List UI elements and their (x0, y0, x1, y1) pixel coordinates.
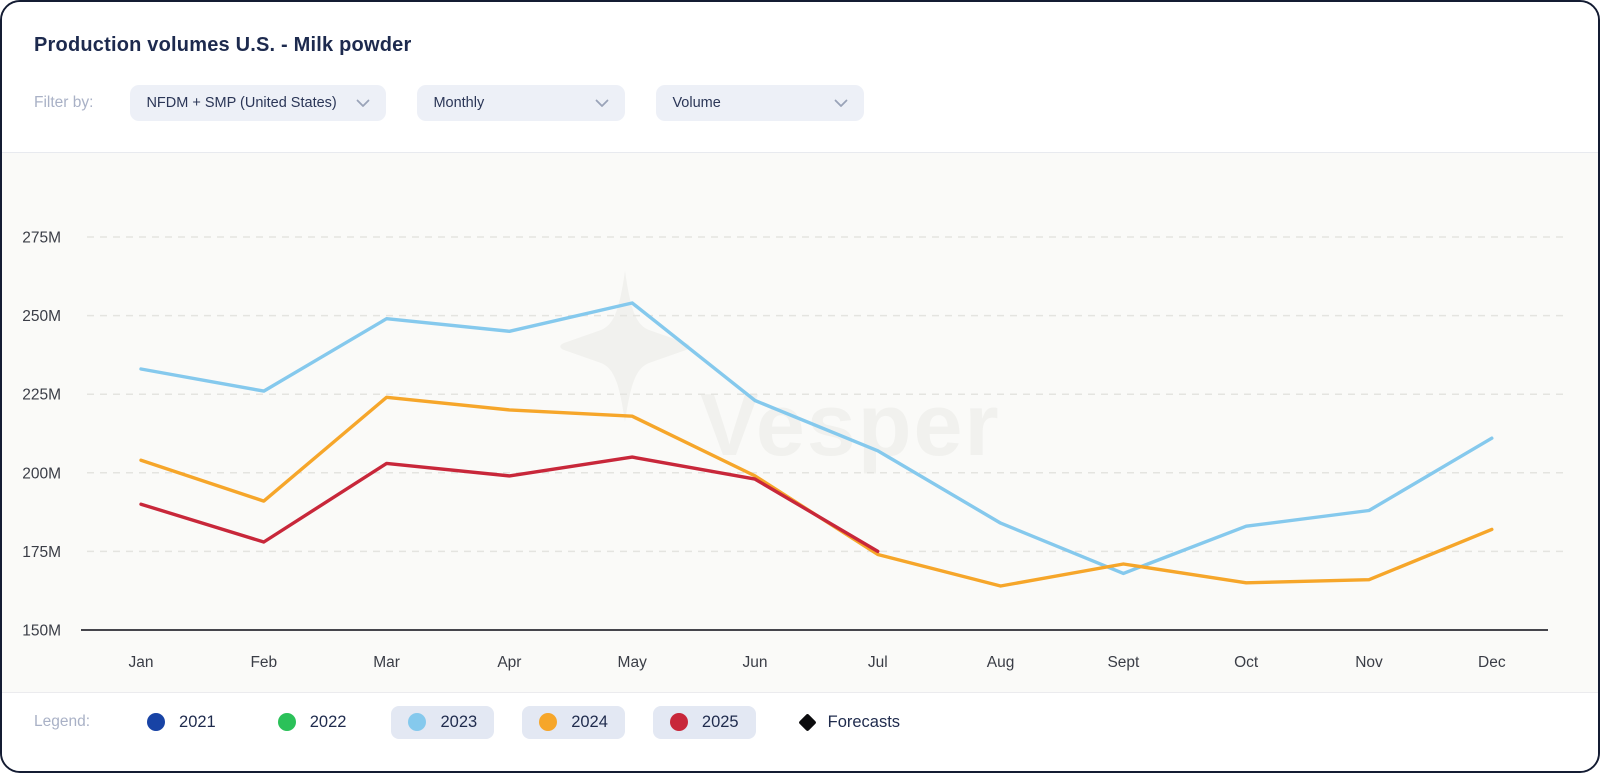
filter-bar: Filter by: NFDM + SMP (United States) Mon… (34, 85, 895, 121)
dropdown-value: NFDM + SMP (United States) (146, 95, 337, 111)
legend-item-2023[interactable]: 2023 (391, 705, 495, 739)
x-axis-label-dec: Dec (1478, 654, 1506, 671)
dropdown-value: Volume (672, 95, 721, 111)
legend-bar: Legend: 2021 2022 2023 2024 2025 Forecasts (2, 692, 1598, 771)
legend-item-2022[interactable]: 2022 (261, 706, 364, 739)
legend-items: 2021 2022 2023 2024 2025 Forecasts (130, 705, 945, 739)
chart-area: Vesper 150M 175M 200M 225M 250M 275M Jan Feb Mar A… (2, 152, 1598, 692)
series-dot-icon-2021 (147, 713, 166, 731)
x-axis-label-nov: Nov (1355, 654, 1383, 671)
x-axis-label-apr: Apr (497, 654, 521, 671)
legend-item-label: 2025 (701, 712, 739, 731)
vesper-watermark: Vesper (700, 375, 1001, 474)
filter-dropdowns: NFDM + SMP (United States) Monthly Volume (130, 85, 895, 121)
y-axis-tick-label: 175M (22, 544, 61, 561)
x-axis-label-jul: Jul (868, 654, 888, 671)
x-axis-label-jun: Jun (743, 654, 768, 671)
chevron-down-icon (835, 99, 848, 107)
chevron-down-icon (596, 99, 609, 107)
production-line-chart: Vesper 150M 175M 200M 225M 250M 275M Jan Feb Mar A… (22, 230, 1564, 671)
legend-item-label: 2021 (179, 712, 216, 731)
x-axis-label-oct: Oct (1234, 654, 1259, 671)
series-dot-icon-2025 (669, 713, 688, 731)
legend-item-label: 2024 (571, 712, 608, 731)
x-axis-label-feb: Feb (250, 654, 277, 671)
y-axis-tick-label: 200M (22, 465, 61, 482)
legend-item-label: Forecasts (827, 712, 901, 731)
series-dot-icon-2023 (408, 713, 427, 731)
chevron-down-icon (357, 99, 370, 107)
forecasts-diamond-icon (797, 712, 817, 732)
legend-item-forecasts[interactable]: Forecasts (784, 706, 917, 739)
series-dot-icon-2022 (277, 713, 296, 731)
x-axis-label-sept: Sept (1107, 654, 1140, 671)
series-line-2025[interactable] (139, 455, 880, 554)
legend-label: Legend: (34, 713, 91, 730)
legend-item-2021[interactable]: 2021 (130, 706, 233, 739)
filter-dropdown-frequency[interactable]: Monthly (417, 85, 626, 121)
x-axis-label-may: May (618, 654, 648, 671)
x-axis-label-mar: Mar (373, 654, 400, 671)
dropdown-value: Monthly (433, 95, 485, 111)
legend-item-2025[interactable]: 2025 (652, 705, 756, 739)
legend-item-label: 2023 (440, 712, 478, 731)
y-axis-tick-label: 150M (22, 623, 61, 640)
x-axis-label-aug: Aug (987, 654, 1015, 671)
page-title: Production volumes U.S. - Milk powder (34, 34, 412, 56)
sparkle-watermark-icon (560, 271, 690, 422)
y-axis-tick-label: 250M (22, 308, 61, 325)
filter-dropdown-metric[interactable]: Volume (656, 85, 865, 121)
header: Production volumes U.S. - Milk powder Fi… (2, 2, 1598, 152)
y-axis-tick-label: 275M (22, 230, 61, 247)
legend-item-label: 2022 (309, 712, 347, 731)
series-dot-icon-2024 (539, 713, 558, 731)
x-axis-label-jan: Jan (129, 654, 154, 671)
series-line-2023[interactable] (139, 301, 1494, 576)
legend-item-2024[interactable]: 2024 (522, 705, 625, 739)
y-axis-tick-label: 225M (22, 387, 61, 404)
filter-by-label: Filter by: (34, 94, 94, 111)
filter-dropdown-product[interactable]: NFDM + SMP (United States) (130, 85, 387, 121)
